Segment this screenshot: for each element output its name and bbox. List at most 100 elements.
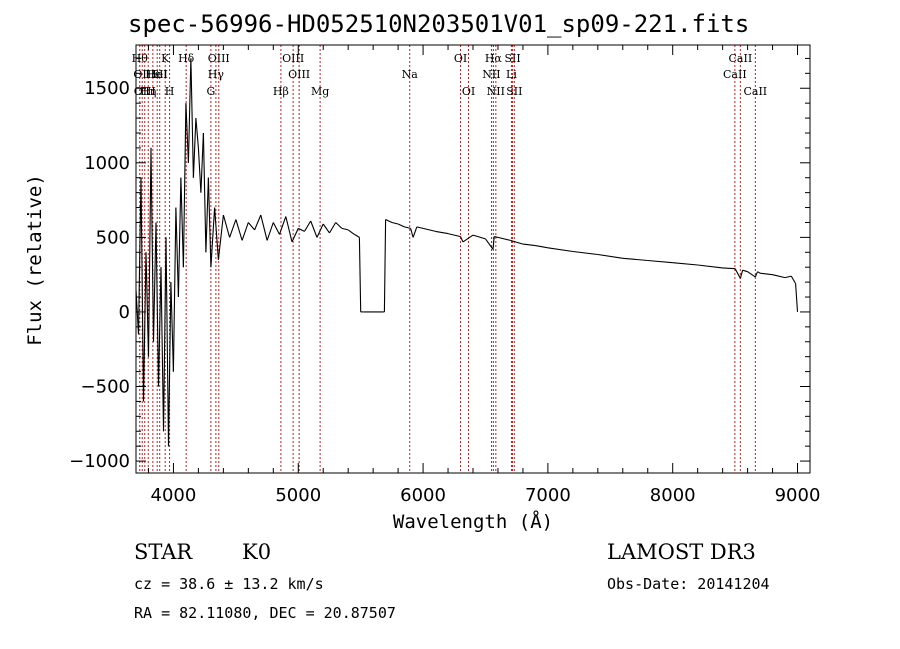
spectrum-segment <box>197 147 202 193</box>
spectrum-segment <box>152 222 157 342</box>
y-tick-label: 1500 <box>84 78 130 99</box>
observation-date: Obs-Date: 20141204 <box>607 575 770 593</box>
spectrum-segment <box>422 227 436 232</box>
spectral-line-label: SII <box>506 85 522 98</box>
spectrum-segment <box>404 226 411 229</box>
y-axis-ticks: −1000 −500 0 500 1000 1500 <box>69 57 810 472</box>
spectrum-traces <box>135 58 799 447</box>
spectrum-segment <box>416 226 424 229</box>
spectrum-segment <box>734 268 741 279</box>
y-tick-label: 1000 <box>84 153 130 174</box>
spectrum-segment <box>142 252 147 402</box>
spectrum-segment <box>202 132 207 253</box>
spectrum-segment <box>494 236 499 238</box>
spectral-line-label: Hβ <box>273 85 289 98</box>
spectrum-segment <box>247 222 256 231</box>
spectrum-segment <box>492 236 495 250</box>
spectral-line-label: Hγ <box>208 68 225 81</box>
spectral-line-label: Hη <box>140 85 156 98</box>
spectral-line-label: Hα <box>485 52 503 65</box>
spectrum-segment <box>222 214 231 238</box>
spectrum-segment <box>647 259 673 264</box>
emission-line-labels: HθOIIOIIIHηHεHeISIIKHHδGHγOIIIHβOIIIOIII… <box>132 52 768 98</box>
spectral-line-label: G <box>206 85 215 98</box>
spectrum-segment <box>272 222 280 235</box>
spectral-line-label: Hε <box>145 68 161 81</box>
spectrum-segment <box>190 58 194 178</box>
spectrum-segment <box>217 214 224 260</box>
spectrum-segment <box>278 216 287 235</box>
spectrum-segment <box>410 228 414 238</box>
spectrum-segment <box>522 243 536 247</box>
spectrum-segment <box>485 238 494 250</box>
spectral-line-label: Li <box>506 68 517 81</box>
spectrum-segment <box>167 282 172 447</box>
emission-line-markers <box>139 45 756 473</box>
spectrum-segment <box>760 272 773 276</box>
spectrum-segment <box>795 283 799 312</box>
spectrum-segment <box>535 245 548 249</box>
spectrum-segment <box>150 147 155 342</box>
spectral-line-label: OII <box>133 68 151 81</box>
spectrum-segment <box>175 207 179 298</box>
spectrum-segment <box>335 222 343 229</box>
spectrum-segment <box>310 220 318 238</box>
survey-name: LAMOST DR3 <box>607 540 756 564</box>
x-tick-label: 7000 <box>525 485 571 506</box>
spectrum-segment <box>447 233 461 238</box>
spectral-line-label: OIII <box>288 68 310 81</box>
spectral-line-label: H <box>165 85 175 98</box>
spectrum-segment <box>784 275 792 279</box>
spectrum-segment <box>157 267 162 387</box>
spectral-line-label: OI <box>462 85 475 98</box>
y-tick-label: 0 <box>119 302 130 323</box>
spectral-line-label: CaII <box>723 68 747 81</box>
spectrum-segment <box>214 207 219 260</box>
spectrum-segment <box>547 247 573 253</box>
spectrum-segment <box>391 221 399 225</box>
spectrum-segment <box>162 237 167 432</box>
y-tick-label: −1000 <box>69 451 130 472</box>
spectrum-segment <box>285 216 293 243</box>
spectrum-segment <box>510 239 524 245</box>
x-tick-label: 4000 <box>151 485 197 506</box>
spectrum-segment <box>205 177 209 253</box>
spectrum-segment <box>358 237 362 312</box>
spectrum-segment <box>137 177 142 335</box>
x-tick-label: 5000 <box>275 485 321 506</box>
spectrum-segment <box>160 267 165 432</box>
spectrum-segment <box>235 219 243 241</box>
spectral-line-label: Na <box>402 68 419 81</box>
spectral-line-label: NII <box>487 85 505 98</box>
spectrum-segment <box>260 214 268 241</box>
spectrum-segment <box>354 233 360 238</box>
spectrum-segment <box>298 227 305 232</box>
plot-frame <box>135 44 811 474</box>
spectral-line-label: OIII <box>208 52 230 65</box>
x-axis-label: Wavelength (Å) <box>393 510 553 533</box>
spectrum-segment <box>155 222 160 387</box>
spectrum-segment <box>385 219 393 223</box>
spectrum-segment <box>697 264 723 269</box>
spectral-line-label: HeI <box>147 68 167 81</box>
spectrum-segment <box>772 274 786 279</box>
y-axis-label: Flux (relative) <box>24 174 46 346</box>
spectrum-segment <box>472 234 486 240</box>
spectrum-segment <box>742 269 748 273</box>
spectral-line-label: SII <box>504 52 520 65</box>
spectrum-segment <box>460 236 464 243</box>
spectrum-segment <box>266 222 274 241</box>
object-class: STAR <box>134 540 193 564</box>
spectrum-segment <box>597 253 623 259</box>
spectrum-segment <box>241 222 249 241</box>
spectrum-segment <box>672 262 698 266</box>
spectrum-segment <box>195 118 199 148</box>
spectrum-segment <box>435 230 449 235</box>
spectral-line-label: NII <box>482 68 500 81</box>
spectral-line-label: CaII <box>743 85 767 98</box>
y-tick-label: 500 <box>96 227 130 248</box>
spectrum-segment <box>200 132 204 193</box>
chart-title: spec-56996-HD052510N203501V01_sp09-221.f… <box>128 10 750 38</box>
x-tick-label: 9000 <box>775 485 821 506</box>
spectrum-segment <box>229 219 237 238</box>
